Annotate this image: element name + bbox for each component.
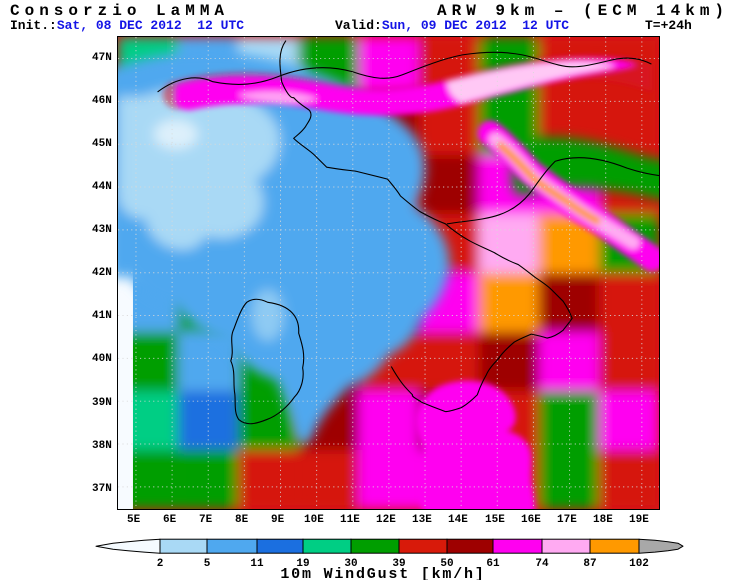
svg-text:61: 61 (486, 558, 500, 570)
svg-text:10m WindGust [km/h]: 10m WindGust [km/h] (280, 566, 485, 580)
svg-text:5: 5 (204, 558, 211, 570)
svg-text:11: 11 (250, 558, 264, 570)
svg-text:102: 102 (629, 558, 649, 570)
svg-text:74: 74 (535, 558, 549, 570)
svg-text:2: 2 (157, 558, 164, 570)
svg-text:87: 87 (583, 558, 596, 570)
